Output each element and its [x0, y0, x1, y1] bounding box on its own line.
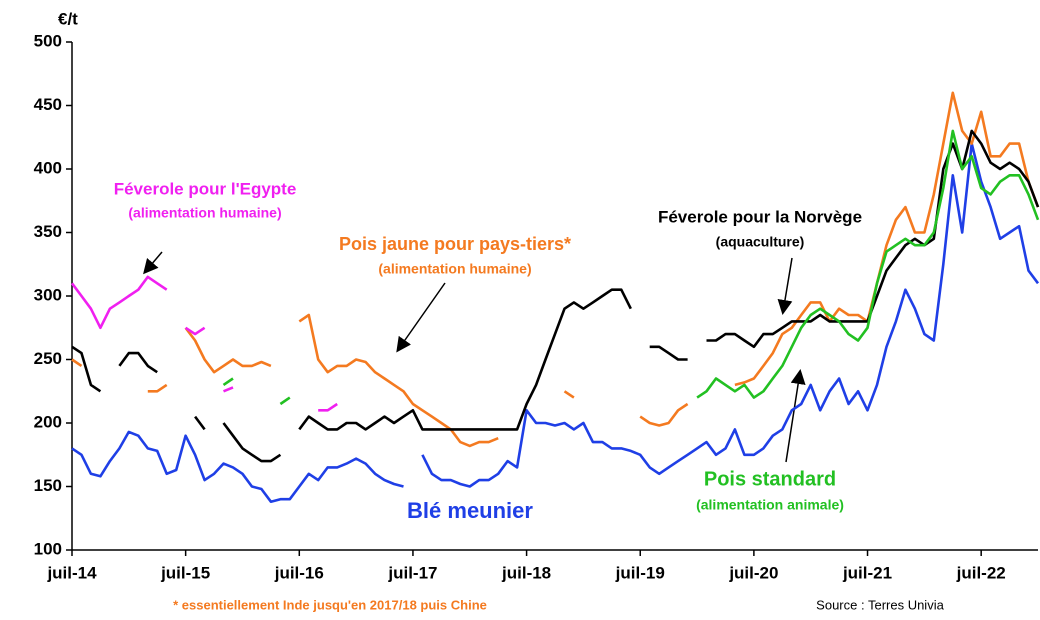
series-line [71, 142, 1040, 503]
y-tick-label: 450 [34, 95, 62, 114]
series-line [222, 129, 1040, 406]
annotation: (alimentation humaine) [128, 205, 281, 221]
x-tick-label: juil-15 [160, 563, 210, 582]
x-tick-label: juil-21 [842, 563, 892, 582]
series-line [71, 129, 1040, 463]
series-label: Pois standard [704, 468, 836, 490]
arrows [143, 251, 806, 463]
x-tick-label: juil-17 [387, 563, 437, 582]
annotation: (aquaculture) [716, 234, 805, 250]
source: Source : Terres Univia [816, 597, 944, 612]
y-axis-label: €/t [58, 9, 78, 28]
y-tick-label: 250 [34, 349, 62, 368]
y-tick-label: 350 [34, 222, 62, 241]
arrow [396, 282, 446, 353]
arrow [785, 369, 806, 463]
x-tick-label: juil-14 [46, 563, 97, 582]
x-tick-label: juil-18 [501, 563, 551, 582]
arrow [777, 257, 793, 315]
series-line [70, 275, 338, 412]
series-label: Féverole pour la Norvège [658, 207, 862, 226]
x-tick-label: juil-20 [728, 563, 778, 582]
footnote: * essentiellement Inde jusqu'en 2017/18 … [173, 597, 487, 612]
y-tick-label: 150 [34, 476, 62, 495]
x-tick-label: juil-22 [956, 563, 1006, 582]
series-line [71, 91, 1040, 448]
y-tick-label: 500 [34, 31, 62, 50]
series-label: Féverole pour l'Egypte [114, 179, 297, 198]
arrow [143, 251, 163, 275]
x-tick-label: juil-16 [274, 563, 324, 582]
annotation: (alimentation humaine) [378, 261, 531, 277]
y-tick-label: 200 [34, 412, 62, 431]
y-tick-label: 100 [34, 539, 62, 558]
y-tick-label: 400 [34, 158, 62, 177]
y-tick-label: 300 [34, 285, 62, 304]
annotation: (alimentation animale) [696, 497, 844, 513]
series-label: Pois jaune pour pays-tiers* [339, 234, 571, 254]
series-label: Blé meunier [407, 498, 533, 523]
x-tick-label: juil-19 [615, 563, 665, 582]
